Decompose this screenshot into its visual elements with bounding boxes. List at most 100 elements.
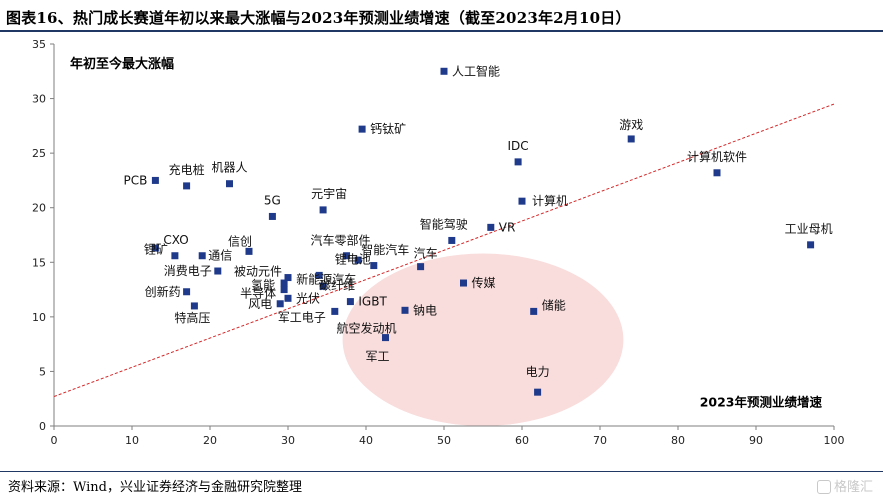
y-tick-label: 5 xyxy=(39,365,46,378)
data-point xyxy=(280,286,288,294)
source-note: 资料来源：Wind，兴业证券经济与金融研究院整理 xyxy=(8,480,302,495)
data-point xyxy=(190,302,198,310)
point-label: 通信 xyxy=(208,249,232,263)
watermark: 格隆汇 xyxy=(816,476,873,495)
point-label: 军工电子 xyxy=(278,310,326,324)
point-label: 信创 xyxy=(228,234,252,248)
data-point xyxy=(370,262,378,270)
point-label: 电力 xyxy=(526,365,550,379)
x-tick-label: 90 xyxy=(749,434,763,447)
y-axis-title: 年初至今最大涨幅 xyxy=(70,56,174,72)
point-label: 氢能 xyxy=(251,277,275,292)
x-tick-label: 70 xyxy=(593,434,607,447)
x-tick-label: 10 xyxy=(125,434,139,447)
point-label: 汽车零部件 xyxy=(310,233,370,248)
data-point xyxy=(343,252,350,260)
x-tick-label: 40 xyxy=(359,434,373,447)
data-point xyxy=(530,307,538,315)
x-tick-label: 50 xyxy=(437,434,451,447)
x-axis-title: 2023年预测业绩增速 xyxy=(700,394,823,409)
point-label: 储能 xyxy=(542,297,566,312)
point-label: 人工智能 xyxy=(452,63,500,78)
point-label: IDC xyxy=(508,139,529,153)
data-point xyxy=(276,300,284,308)
point-label: VR xyxy=(499,220,516,234)
point-label: 元宇宙 xyxy=(311,186,347,201)
point-label: PCB xyxy=(124,173,148,187)
data-point xyxy=(534,388,542,396)
x-tick-label: 20 xyxy=(203,434,217,447)
trend-line xyxy=(54,103,834,397)
data-point xyxy=(331,307,339,315)
y-tick-label: 20 xyxy=(32,202,46,215)
watermark-logo-icon xyxy=(816,480,831,494)
y-tick-label: 15 xyxy=(32,256,46,269)
point-label: 半导体 xyxy=(240,287,276,301)
data-point xyxy=(346,298,354,306)
watermark-text: 格隆汇 xyxy=(833,480,873,495)
highlight-ellipse xyxy=(342,253,624,426)
data-point xyxy=(171,252,179,260)
point-label: 锂矿 xyxy=(144,242,168,257)
point-label: 碳纤维 xyxy=(319,278,355,292)
data-point xyxy=(245,247,253,255)
point-label: 风电 xyxy=(248,297,272,311)
data-point xyxy=(440,67,448,75)
point-label: 传媒 xyxy=(472,275,496,290)
title-rule xyxy=(0,30,883,32)
data-point xyxy=(514,158,522,166)
point-label: 机器人 xyxy=(211,161,247,175)
data-point xyxy=(713,169,721,177)
point-label: 计算机软件 xyxy=(687,149,747,164)
data-point xyxy=(358,125,366,133)
x-tick-label: 30 xyxy=(281,434,295,447)
point-label: 钙钛矿 xyxy=(370,121,406,136)
data-point xyxy=(268,212,276,220)
data-point xyxy=(417,263,425,271)
point-label: 锂电池 xyxy=(335,252,371,267)
point-label: 消费电子 xyxy=(164,264,212,278)
data-point xyxy=(284,274,292,282)
y-tick-label: 35 xyxy=(32,38,46,51)
data-points xyxy=(151,67,815,396)
data-point xyxy=(460,279,467,287)
data-point xyxy=(518,197,526,205)
data-point xyxy=(319,206,327,214)
x-tick-label: 0 xyxy=(51,434,58,447)
y-tick-label: 10 xyxy=(32,311,46,324)
point-label: 被动元件 xyxy=(234,265,282,279)
data-point xyxy=(627,135,635,143)
point-label: 智能汽车 xyxy=(361,242,409,257)
data-point xyxy=(315,271,323,279)
point-label: 5G xyxy=(264,193,281,207)
point-label: 工业母机 xyxy=(785,222,833,236)
point-label: 新能源汽车 xyxy=(296,271,356,286)
y-tick-label: 0 xyxy=(39,420,46,433)
point-label: 充电桩 xyxy=(169,162,205,177)
data-point xyxy=(319,282,327,290)
y-tick-label: 30 xyxy=(32,93,46,106)
chart-title: 图表16、热门成长赛道年初以来最大涨幅与2023年预测业绩增速（截至2023年2… xyxy=(6,9,631,27)
point-label: 军工 xyxy=(365,350,389,364)
point-label: CXO xyxy=(163,233,188,247)
point-label: 智能驾驶 xyxy=(420,216,468,231)
data-point xyxy=(382,334,389,342)
data-point xyxy=(183,288,191,296)
point-label: 计算机 xyxy=(532,193,568,208)
y-tick-label: 25 xyxy=(32,147,46,160)
data-point xyxy=(151,244,159,252)
scatter-chart: 0 5 10 15 20 25 30 35 0 10 20 30 40 50 60 70 80 90 100 人工智… xyxy=(32,38,845,447)
data-point xyxy=(354,256,362,264)
source-rule xyxy=(0,471,883,472)
point-label: 光伏 xyxy=(296,291,320,305)
point-label: 特高压 xyxy=(174,310,210,325)
data-point xyxy=(214,267,222,275)
data-point xyxy=(183,182,191,190)
point-label: 钠电 xyxy=(413,302,437,317)
point-label: 汽车 xyxy=(414,246,438,261)
x-tick-label: 80 xyxy=(671,434,685,447)
data-point xyxy=(807,241,815,249)
data-point xyxy=(151,176,159,184)
point-label: IGBT xyxy=(358,295,387,309)
